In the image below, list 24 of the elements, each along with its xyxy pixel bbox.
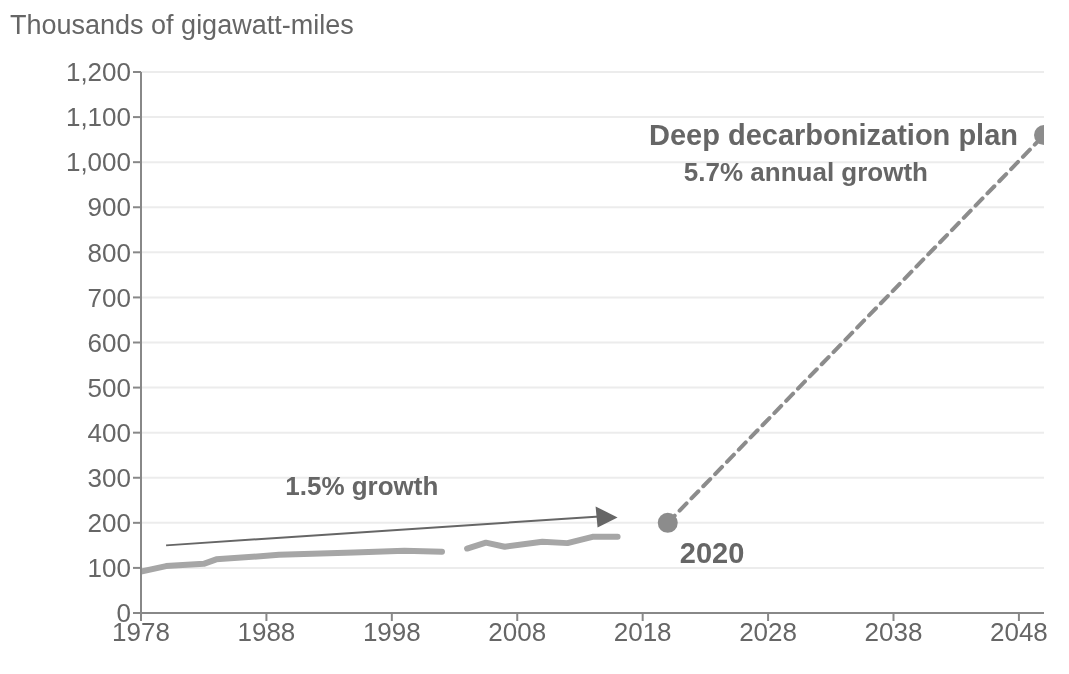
annotation: 2020 (679, 536, 745, 569)
y-tick-label: 700 (87, 282, 131, 313)
y-tick-label: 300 (87, 462, 131, 493)
annotation: Deep decarbonization plan (649, 119, 1018, 152)
x-tick-label: 1988 (237, 617, 296, 648)
y-tick-label: 200 (87, 508, 131, 539)
x-tick-label: 2008 (488, 617, 547, 648)
x-tick-label: 2038 (864, 617, 923, 648)
y-tick-label: 400 (87, 417, 131, 448)
x-tick-label: 2028 (739, 617, 798, 648)
y-tick-label: 1,200 (65, 57, 131, 88)
y-tick-label: 600 (87, 327, 131, 358)
y-tick-label: 900 (87, 192, 131, 223)
x-tick-label: 2018 (613, 617, 672, 648)
x-tick-label: 2048 (989, 617, 1048, 648)
y-tick-label: 100 (87, 553, 131, 584)
x-tick-label: 1998 (362, 617, 421, 648)
y-tick-label: 1,100 (65, 102, 131, 133)
y-axis-title: Thousands of gigawatt-miles (10, 10, 354, 40)
annotation: 1.5% growth (285, 471, 439, 502)
annotation: 5.7% annual growth (683, 157, 928, 188)
y-tick-label: 800 (87, 237, 131, 268)
y-tick-label: 500 (87, 372, 131, 403)
y-tick-label: 1,000 (65, 147, 131, 178)
